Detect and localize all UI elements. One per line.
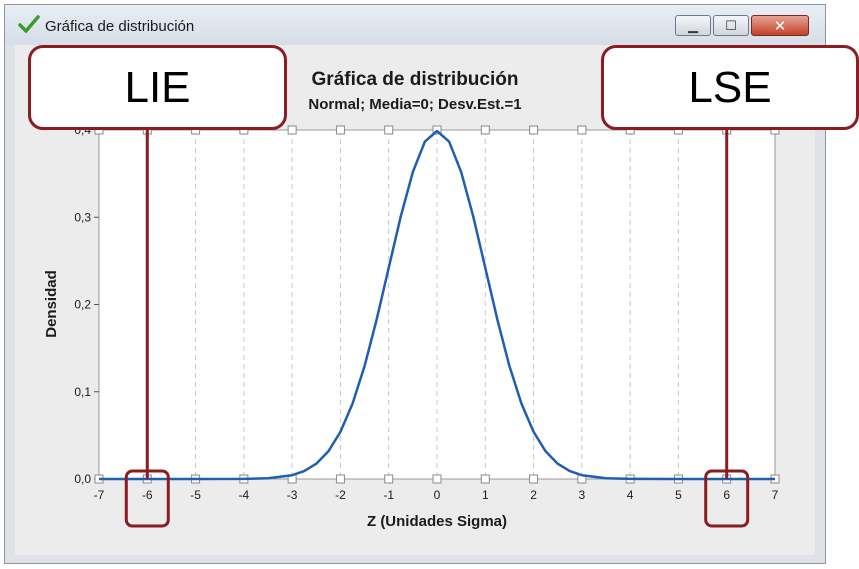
chart-subtitle: Normal; Media=0; Desv.Est.=1 [308,96,521,113]
x-tick-label: 5 [675,488,682,502]
chart-title: Gráfica de distribución [312,69,519,90]
x-tick-label: 4 [627,488,634,502]
x-tick-label: -4 [239,488,250,502]
close-icon: ✕ [773,17,787,35]
lse-tick-highlight [704,469,750,528]
green-check-icon [18,15,40,33]
x-tick-label: 0 [434,488,441,502]
maximize-button[interactable]: ☐ [713,15,749,36]
x-tick-label: 2 [530,488,537,502]
y-tick-label: 0,1 [74,385,91,399]
x-tick-label: 1 [482,488,489,502]
tick-handle [384,474,394,484]
tick-handle [287,125,297,135]
x-tick-label: -3 [287,488,298,502]
tick-handle [577,125,587,135]
x-tick-label: 7 [772,488,779,502]
tick-handle [480,125,490,135]
tick-handle [480,474,490,484]
y-tick-label: 0,3 [74,210,91,224]
tick-handle [335,125,345,135]
tick-handle [529,474,539,484]
x-tick-label: -1 [383,488,394,502]
y-axis-label: Densidad [43,270,60,338]
x-tick-label: -5 [190,488,201,502]
x-axis-label: Z (Unidades Sigma) [367,513,507,530]
maximize-icon: ☐ [725,17,737,33]
x-tick-label: 6 [723,488,730,502]
tick-handle [384,125,394,135]
x-tick-label: 3 [579,488,586,502]
minimize-icon: ▁ [688,17,698,33]
close-button[interactable]: ✕ [751,15,809,36]
tick-handle [335,474,345,484]
density-curve [99,129,775,481]
tick-handle [432,474,442,484]
lie-tick-highlight [124,469,170,528]
minimize-button[interactable]: ▁ [675,15,711,36]
title-bar[interactable]: Gráfica de distribución ▁ ☐ ✕ [5,5,825,45]
window-title: Gráfica de distribución [45,18,195,35]
lse-callout: LSE [601,45,859,130]
tick-handle [529,125,539,135]
x-tick-label: -7 [94,488,105,502]
y-tick-label: 0,0 [74,472,91,486]
x-tick-label: -6 [142,488,153,502]
lie-callout: LIE [28,45,287,130]
x-tick-label: -2 [335,488,346,502]
y-tick-label: 0,2 [74,298,91,312]
